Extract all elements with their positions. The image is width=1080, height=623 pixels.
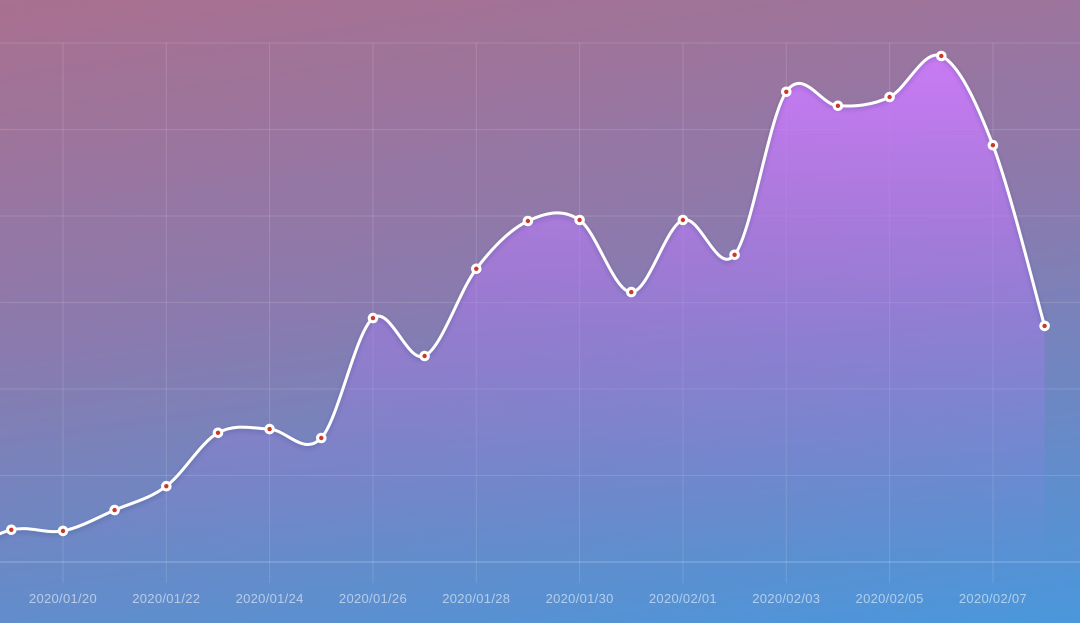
data-point-marker[interactable] <box>781 86 792 98</box>
data-point-marker[interactable] <box>419 350 430 362</box>
data-point-marker[interactable] <box>987 139 999 151</box>
marker-dot <box>784 89 789 95</box>
data-point-marker[interactable] <box>471 263 482 275</box>
data-point-marker[interactable] <box>367 312 379 324</box>
data-point-marker[interactable] <box>522 215 534 227</box>
data-point-marker[interactable] <box>316 432 327 444</box>
marker-dot <box>990 143 996 148</box>
data-point-marker[interactable] <box>729 249 740 261</box>
marker-dot <box>887 94 892 100</box>
data-point-marker[interactable] <box>677 214 689 226</box>
marker-dot <box>267 426 272 432</box>
marker-dot <box>1042 323 1047 329</box>
area-fill <box>0 54 1045 562</box>
marker-dot <box>835 103 841 109</box>
marker-dot <box>60 528 66 534</box>
marker-dot <box>577 217 582 223</box>
data-point-marker[interactable] <box>832 100 844 112</box>
data-point-marker[interactable] <box>936 50 947 62</box>
marker-dot <box>215 430 221 435</box>
marker-dot <box>732 252 737 257</box>
marker-dot <box>9 527 14 532</box>
marker-dot <box>629 289 634 295</box>
data-point-marker[interactable] <box>626 286 637 298</box>
marker-dot <box>680 217 686 223</box>
data-point-markers <box>6 50 1050 537</box>
data-point-marker[interactable] <box>6 524 17 536</box>
marker-dot <box>319 435 324 441</box>
marker-dot <box>474 266 479 271</box>
data-point-marker[interactable] <box>574 214 585 226</box>
marker-dot <box>939 53 944 59</box>
data-point-marker[interactable] <box>1039 320 1050 332</box>
marker-dot <box>112 507 117 513</box>
data-point-marker[interactable] <box>109 504 120 516</box>
data-point-marker[interactable] <box>57 525 69 537</box>
marker-dot <box>164 484 169 489</box>
data-point-marker[interactable] <box>884 91 895 103</box>
marker-dot <box>525 218 531 224</box>
marker-dot <box>422 353 427 359</box>
data-point-marker[interactable] <box>264 423 275 435</box>
marker-dot <box>370 315 376 321</box>
data-point-marker[interactable] <box>161 480 172 492</box>
data-point-marker[interactable] <box>212 427 224 439</box>
